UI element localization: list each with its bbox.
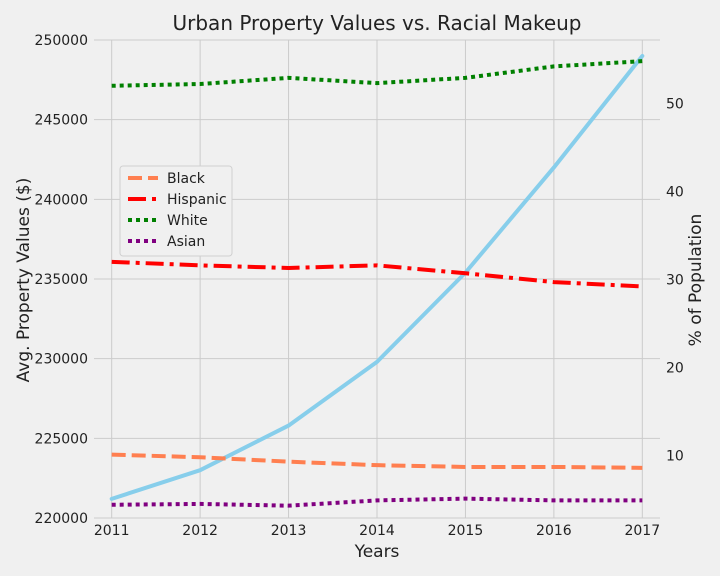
- x-tick-label: 2015: [448, 523, 484, 539]
- series-line-black: [111, 452, 643, 470]
- x-axis-label: Years: [354, 542, 400, 562]
- series-line-asian: [111, 496, 643, 508]
- legend-label-asian: Asian: [167, 234, 205, 250]
- y-right-tick-label: 50: [666, 96, 684, 112]
- y-left-tick-label: 245000: [35, 113, 88, 129]
- legend-label-black: Black: [167, 171, 206, 187]
- series-line-white: [111, 59, 643, 88]
- x-tick-label: 2014: [359, 523, 395, 539]
- series-line-property-value: [109, 53, 645, 501]
- y-right-tick-label: 40: [666, 184, 684, 200]
- y-left-tick-label: 220000: [35, 511, 88, 527]
- x-tick-label: 2017: [624, 523, 660, 539]
- legend-box: [119, 165, 233, 257]
- x-tick-label: 2011: [94, 523, 130, 539]
- series-line-hispanic: [111, 259, 643, 289]
- x-tick-label: 2012: [182, 523, 218, 539]
- y-axis-right-label: % of Population: [686, 214, 706, 347]
- series-lines: [109, 53, 645, 508]
- legend-label-white: White: [167, 213, 208, 229]
- tick-labels: 2011 2012 2013 2014 2015 2016 2017 220000 225000…: [35, 33, 684, 539]
- y-right-tick-label: 10: [666, 448, 684, 464]
- y-right-tick-label: 30: [666, 272, 684, 288]
- x-tick-label: 2013: [271, 523, 307, 539]
- y-right-tick-label: 20: [666, 360, 684, 376]
- y-left-tick-label: 250000: [35, 33, 88, 49]
- y-left-tick-label: 235000: [35, 272, 88, 288]
- y-left-tick-label: 240000: [35, 192, 88, 208]
- y-left-tick-label: 225000: [35, 431, 88, 447]
- x-tick-label: 2016: [536, 523, 572, 539]
- y-axis-left-label: Avg. Property Values ($): [14, 178, 34, 383]
- chart-title: Urban Property Values vs. Racial Makeup: [173, 11, 582, 35]
- legend: Black Hispanic White Asian: [119, 165, 233, 257]
- y-left-tick-label: 230000: [35, 352, 88, 368]
- legend-label-hispanic: Hispanic: [167, 192, 227, 208]
